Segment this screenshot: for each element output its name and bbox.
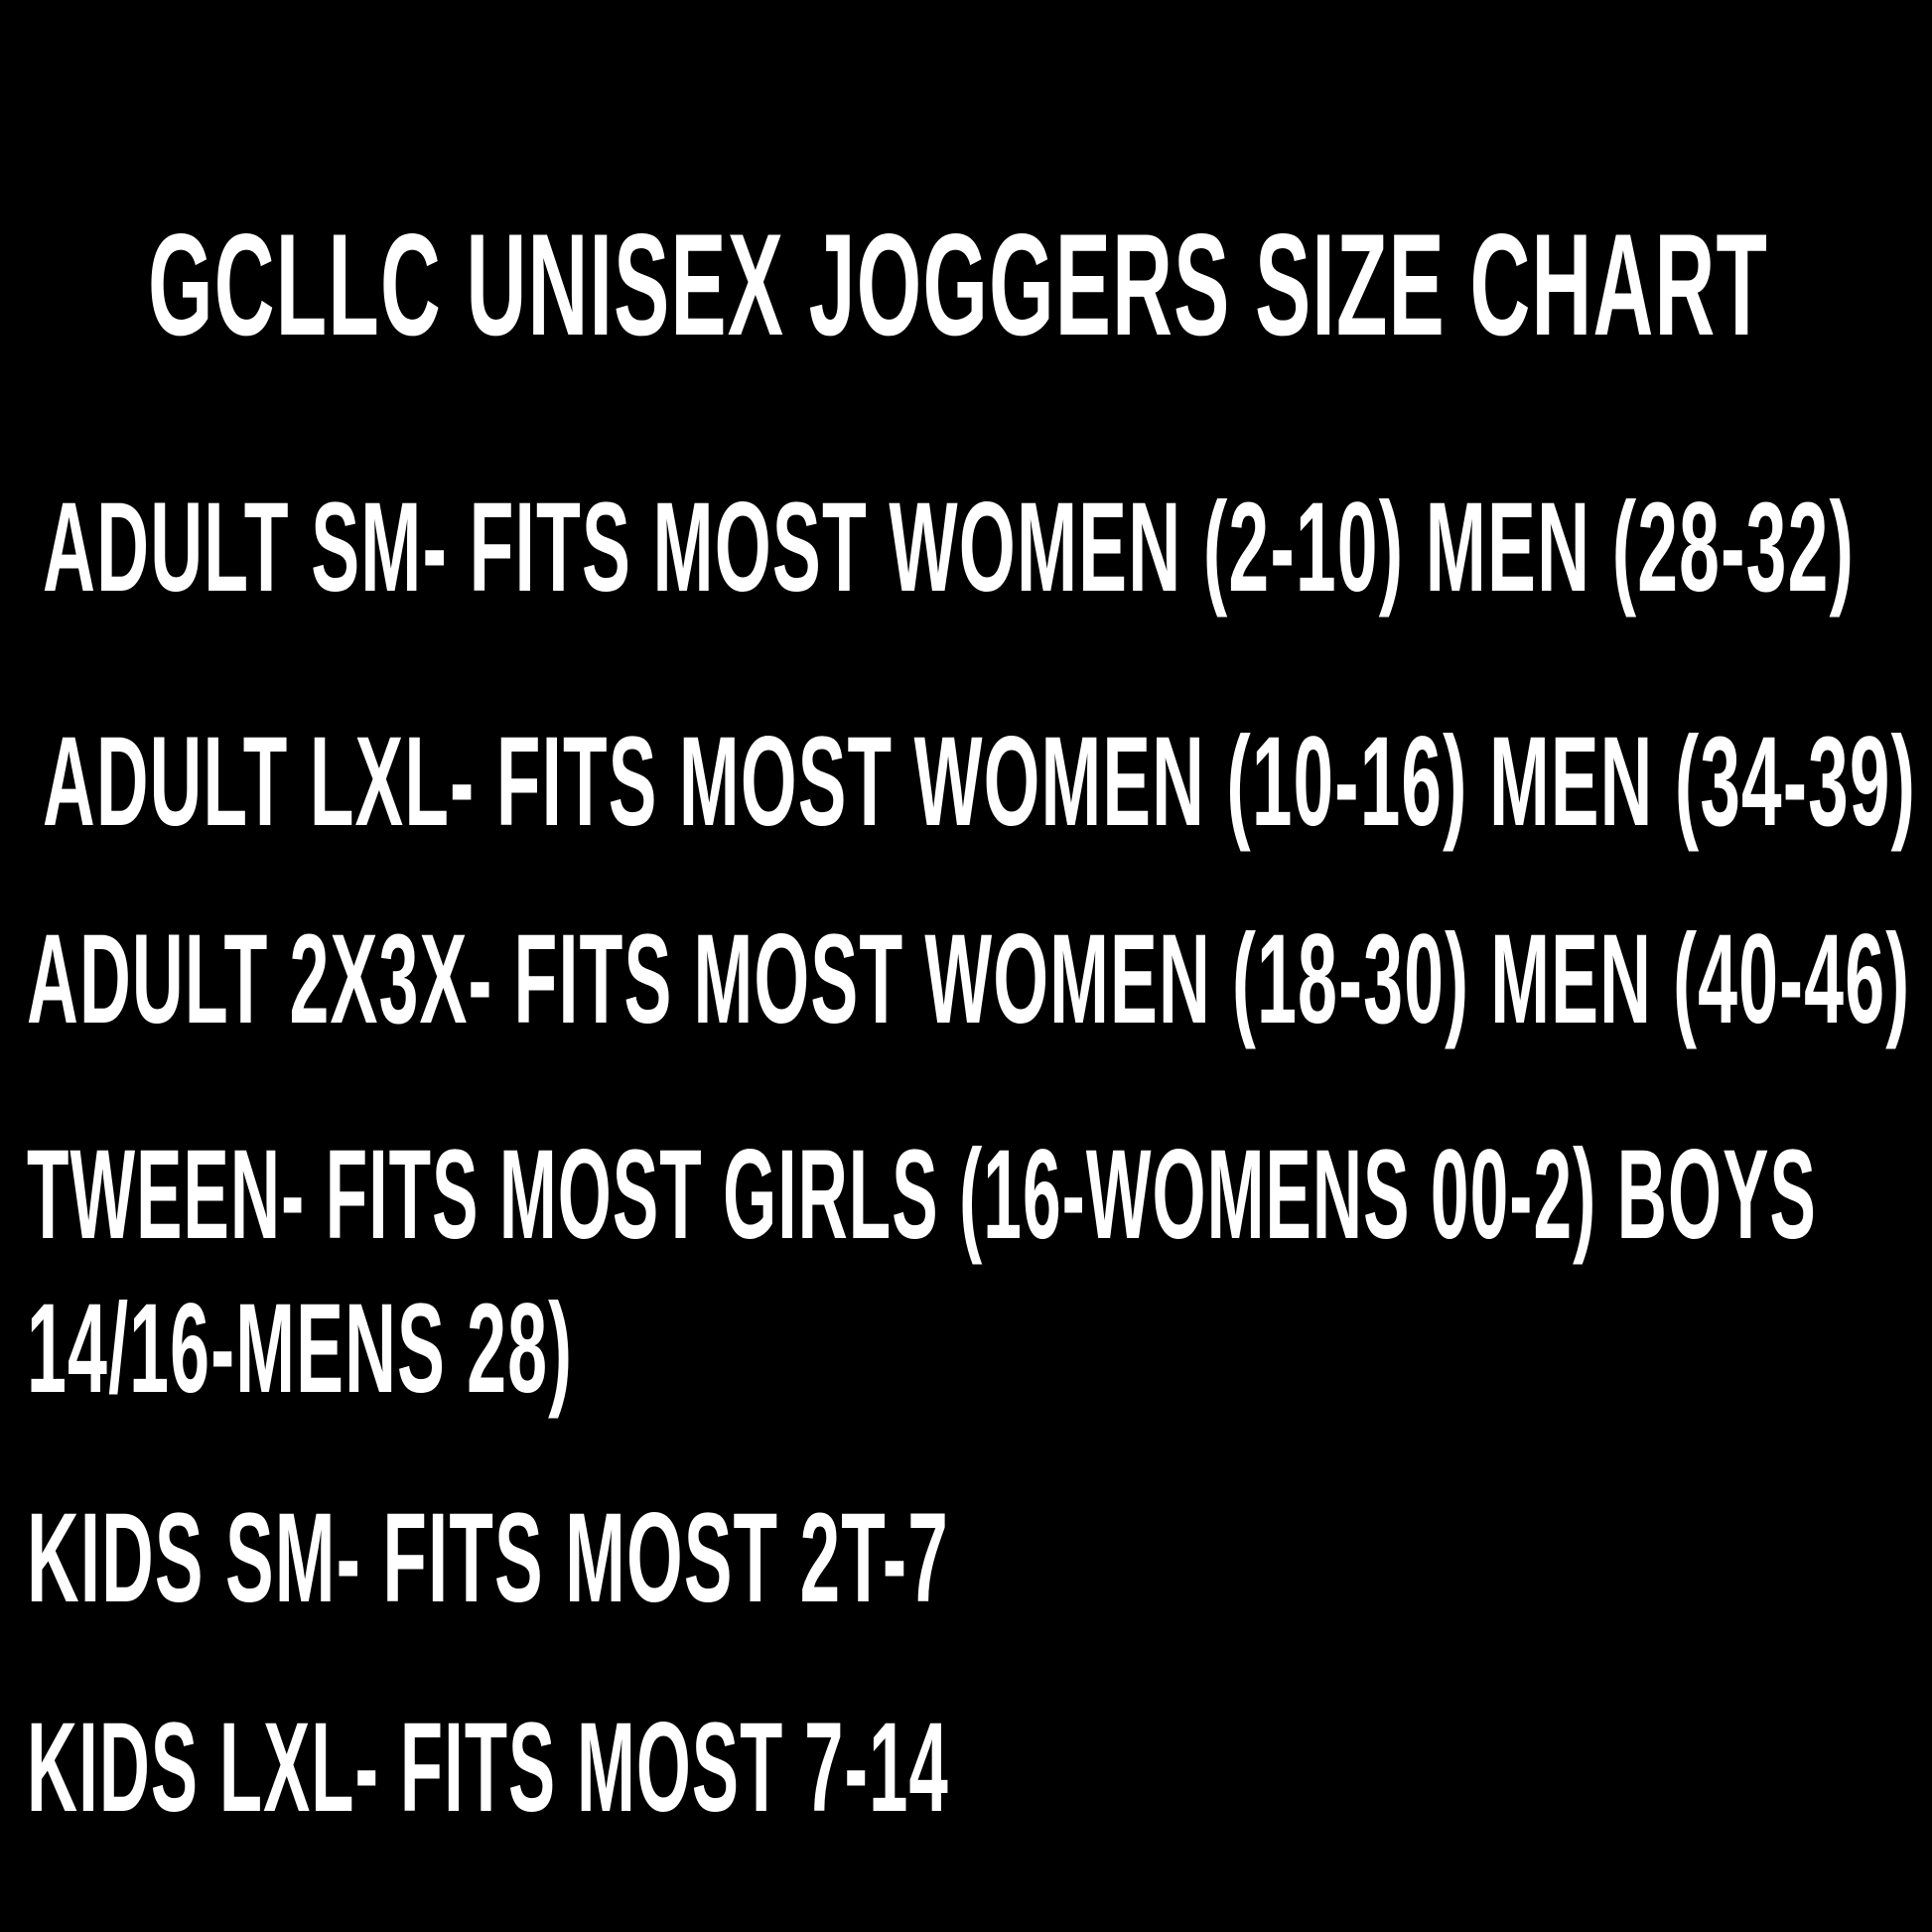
size-line-tween: TWEEN- FITS MOST GIRLS (16-WOMENS 00-2) … [27, 1124, 1817, 1266]
page-title: GCLLC UNISEX JOGGERS SIZE CHART [148, 204, 1769, 365]
size-line-adult-2x3x: ADULT 2X3X- FITS MOST WOMEN (18-30) MEN … [27, 908, 1911, 1050]
size-line-kids-lxl: KIDS LXL- FITS MOST 7-14 [27, 1697, 949, 1839]
size-line-kids-sm: KIDS SM- FITS MOST 2T-7 [27, 1487, 949, 1629]
size-line-tween-continued: 14/16-MENS 28) [27, 1278, 574, 1420]
size-line-adult-lxl: ADULT LXL- FITS MOST WOMEN (10-16) MEN (… [43, 711, 1917, 853]
size-line-adult-sm: ADULT SM- FITS MOST WOMEN (2-10) MEN (28… [43, 477, 1856, 619]
